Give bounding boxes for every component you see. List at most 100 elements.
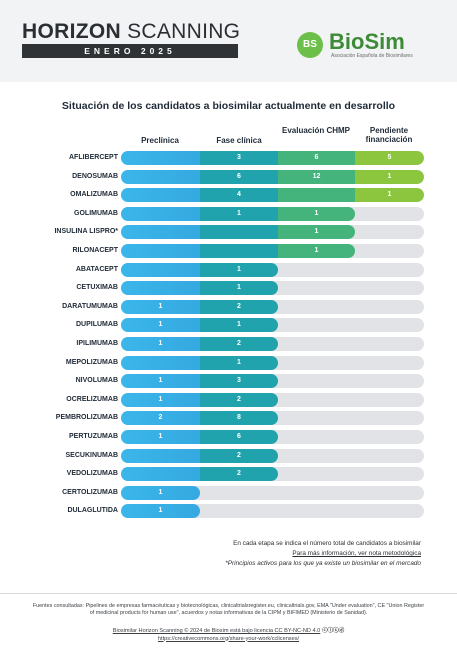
chart-title: Situación de los candidatos a biosimilar… — [61, 100, 396, 112]
bar-segment-stage-4: 5 — [355, 151, 424, 165]
bar-segment-stage-2: 2 — [200, 449, 278, 463]
bar-segment-stage-2: 1 — [200, 207, 278, 221]
bar-segment-stage-1 — [121, 207, 200, 221]
bar-segment-stage-2: 2 — [200, 393, 278, 407]
bar-segment-stage-1: 1 — [121, 374, 200, 388]
column-header-4: Pendiente financiación — [365, 126, 413, 144]
row-label: MEPOLIZUMAB — [65, 359, 118, 366]
bar-segment-stage-1: 2 — [121, 411, 200, 425]
bar-segment-stage-1 — [121, 188, 200, 202]
bar-segment-stage-1 — [121, 244, 200, 258]
bar-segment-stage-2: 1 — [200, 281, 278, 295]
row-label: OCRELIZUMAB — [66, 396, 118, 403]
row-label: CERTOLIZUMAB — [62, 489, 118, 496]
license-url[interactable]: https://creativecommons.org/share-your-w… — [157, 635, 300, 642]
sources-text: Fuentes consultadas: Pipelines de empres… — [32, 603, 425, 616]
row-label: GOLIMUMAB — [74, 210, 118, 217]
column-header-3: Evaluación CHMP — [281, 126, 350, 135]
bar-segment-stage-4: 1 — [355, 170, 424, 184]
bar-segment-stage-2: 1 — [200, 263, 278, 277]
bar-segment-stage-1: 1 — [121, 337, 200, 351]
note-total: En cada etapa se indica el número total … — [233, 540, 421, 547]
row-label: ABATACEPT — [75, 266, 118, 273]
row-label: INSULINA LISPRO* — [54, 228, 118, 235]
bar-segment-stage-2: 3 — [200, 374, 278, 388]
bar-segment-stage-2: 1 — [200, 318, 278, 332]
row-track: 1 — [121, 486, 424, 500]
note-methodology-link[interactable]: Para más información, ver nota metodológ… — [292, 550, 421, 557]
bar-segment-stage-1: 1 — [121, 504, 200, 518]
logo-tagline: Asociación Española de Biosimilares — [331, 53, 413, 59]
row-label: DUPILUMAB — [76, 321, 118, 328]
row-label: DULAGLUTIDA — [67, 507, 118, 514]
row-label: VEDOLIZUMAB — [66, 470, 118, 477]
row-label: CETUXIMAB — [76, 284, 118, 291]
bar-segment-stage-2: 2 — [200, 337, 278, 351]
bar-segment-stage-2: 6 — [200, 430, 278, 444]
row-track: 1 — [121, 281, 424, 295]
row-label: IPILIMUMAB — [76, 340, 118, 347]
row-label: SECUKINUMAB — [65, 452, 119, 459]
bar-segment-stage-3: 6 — [278, 151, 355, 165]
bar-segment-stage-2: 2 — [200, 467, 278, 481]
header-band: HORIZON SCANNING ENERO 2025 BS BioSim As… — [0, 0, 457, 82]
bar-segment-stage-1 — [121, 281, 200, 295]
column-header-2: Fase clínica — [216, 136, 262, 145]
bar-segment-stage-2: 2 — [200, 300, 278, 314]
logo-name: BioSim — [329, 29, 405, 54]
bar-segment-stage-2: 4 — [200, 188, 278, 202]
bar-segment-stage-3: 12 — [278, 170, 355, 184]
row-label: PEMBROLIZUMAB — [55, 414, 118, 421]
bar-segment-stage-4: 1 — [355, 188, 424, 202]
row-label: OMALIZUMAB — [70, 191, 118, 198]
row-track: 2 — [121, 449, 424, 463]
row-track: 1 — [121, 504, 424, 518]
bar-segment-stage-3: 1 — [278, 225, 355, 239]
bar-segment-stage-3 — [278, 188, 355, 202]
license-text[interactable]: Biosimilar Horizon Scanning © 2024 de Bi… — [112, 628, 321, 634]
note-asterisk: *Principios activos para los que ya exis… — [225, 560, 421, 567]
bar-segment-stage-1: 1 — [121, 486, 200, 500]
row-label: DARATUMUMAB — [62, 303, 118, 310]
column-header-1: Preclínica — [141, 136, 179, 145]
row-track: 1 — [121, 225, 424, 239]
bar-segment-stage-1: 1 — [121, 393, 200, 407]
bar-segment-stage-2: 1 — [200, 356, 278, 370]
row-track: 1 — [121, 356, 424, 370]
bar-segment-stage-2 — [200, 244, 278, 258]
cc-license-icons: ⓒⓘⓢⓓ — [321, 628, 345, 634]
bar-segment-stage-1 — [121, 170, 200, 184]
license-block: Biosimilar Horizon Scanning © 2024 de Bi… — [0, 628, 457, 643]
bar-segment-stage-3: 1 — [278, 244, 355, 258]
bar-segment-stage-2: 3 — [200, 151, 278, 165]
bar-segment-stage-1 — [121, 225, 200, 239]
row-label: PERTUZUMAB — [69, 433, 118, 440]
row-track: 2 — [121, 467, 424, 481]
bar-segment-stage-2: 8 — [200, 411, 278, 425]
row-label: DENOSUMAB — [72, 173, 118, 180]
bar-segment-stage-1 — [121, 467, 200, 481]
page-title: HORIZON SCANNING — [22, 20, 240, 44]
bar-segment-stage-1: 1 — [121, 318, 200, 332]
date-subtitle: ENERO 2025 — [22, 44, 238, 58]
footer-divider — [0, 593, 457, 594]
bar-segment-stage-1 — [121, 449, 200, 463]
biosim-logo: BS BioSim Asociación Española de Biosimi… — [295, 28, 443, 64]
title-bold: HORIZON — [22, 20, 121, 43]
row-label: AFLIBERCEPT — [69, 154, 118, 161]
bar-segment-stage-3: 1 — [278, 207, 355, 221]
title-rest: SCANNING — [120, 20, 241, 43]
bar-segment-stage-2: 6 — [200, 170, 278, 184]
bar-segment-stage-2 — [200, 225, 278, 239]
row-track: 1 — [121, 244, 424, 258]
